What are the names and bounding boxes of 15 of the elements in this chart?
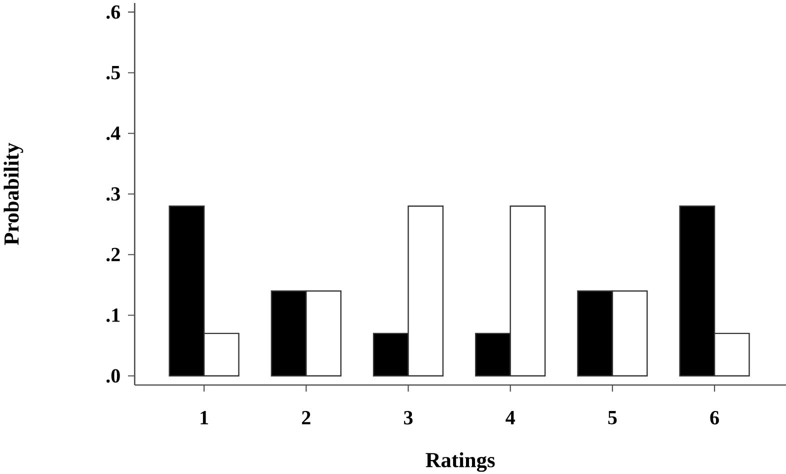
- y-tick-label: .1: [106, 308, 120, 322]
- y-tick-label: .4: [106, 126, 120, 140]
- x-tick-label: 3: [404, 411, 413, 424]
- x-axis-title: Ratings: [426, 452, 495, 472]
- x-tick-label: 1: [200, 411, 208, 424]
- y-tick-label: .0: [106, 369, 120, 383]
- x-tick-label: 5: [608, 411, 617, 424]
- y-tick-label: .5: [106, 66, 120, 80]
- x-tick-label: 6: [710, 411, 719, 424]
- x-tick-label: 4: [506, 411, 515, 424]
- y-tick-label: .2: [106, 248, 120, 262]
- y-tick-label: .6: [106, 5, 120, 19]
- x-tick-label: 2: [302, 411, 310, 424]
- y-axis-title: Probability: [4, 142, 24, 245]
- y-tick-label: .3: [106, 187, 120, 201]
